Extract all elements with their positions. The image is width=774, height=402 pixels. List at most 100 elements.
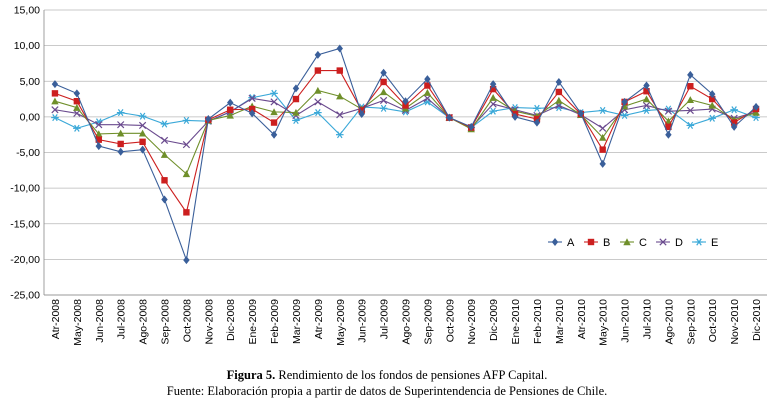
data-point-a [665,130,672,139]
data-point-c [686,96,695,103]
x-tick-label: Nov-2008 [203,299,215,345]
legend-label: D [675,237,683,249]
data-point-e [335,131,344,139]
y-tick-label: -20,00 [10,254,40,266]
data-point-a [161,195,168,204]
data-point-a [183,256,190,265]
data-point-c [598,133,607,141]
data-point-e [686,121,695,130]
data-point-c [292,108,300,116]
x-tick-label: Atr-2009 [313,299,325,339]
data-point-a [358,110,365,119]
data-point-b [380,78,387,86]
data-point-a [752,102,760,111]
x-tick-label: Jul-2010 [642,299,654,339]
data-point-a [468,122,475,131]
data-point-a [424,75,431,84]
data-point-a [489,80,497,89]
data-point-b [709,95,716,103]
legend-label: C [639,237,647,249]
x-tick-label: Ago-2008 [138,299,150,345]
data-point-b [424,82,431,89]
data-point-b [73,98,81,105]
data-point-a [402,97,409,106]
legend-swatch-marker [587,238,595,246]
y-tick-label: -25,00 [10,290,40,302]
data-point-b [248,105,256,113]
data-point-b [730,119,738,126]
data-point-c [379,88,388,96]
data-point-e [598,106,607,115]
data-point-d [248,94,256,102]
data-point-e [51,114,59,122]
legend-label: E [711,237,718,249]
x-tick-label: Jun-2009 [357,299,369,343]
data-point-c [138,129,147,137]
data-point-a [227,98,234,107]
data-point-e [642,106,651,115]
data-point-e [116,109,125,117]
data-point-a [446,113,453,122]
y-tick-label: -15,00 [10,218,40,230]
x-tick-label: Jun-2010 [620,299,632,343]
data-point-c [555,96,563,104]
data-point-d [314,98,322,106]
data-point-a [117,147,124,156]
figure-label: Figura 5. [226,368,276,382]
data-point-a [336,44,343,53]
legend-label: A [567,237,575,249]
y-tick-label: 0,00 [20,111,41,123]
x-tick-label: Dic-2010 [751,299,763,341]
data-point-b [665,123,672,131]
x-tick-label: Oct-2008 [181,299,193,342]
y-tick-label: 5,00 [20,76,41,88]
data-point-a [51,80,59,89]
x-tick-label: Nov-2010 [729,299,741,345]
data-point-d [95,121,103,129]
x-tick-label: Feb-2010 [532,299,544,344]
data-point-c [336,92,344,100]
x-tick-label: Atr-2010 [576,299,588,339]
data-point-d [138,121,147,130]
legend-item-e: E [692,237,718,249]
data-point-a [95,142,102,151]
legend-swatch-marker [623,238,631,246]
series-layer [51,44,760,265]
data-point-e [182,116,191,125]
y-tick-label: -5,00 [16,147,40,159]
data-point-c [423,88,432,96]
series-line-a [54,47,757,261]
data-point-d [664,107,673,115]
x-tick-label: Ago-2010 [663,299,675,345]
data-point-d [686,106,694,115]
data-point-a [577,109,584,118]
x-tick-label: Sep-2008 [160,299,172,345]
data-point-c [642,95,651,103]
legend-item-a: A [548,237,575,249]
data-point-d [423,94,432,102]
data-point-a [292,84,300,93]
data-point-e [73,124,81,132]
data-point-c [160,150,169,158]
data-point-b [687,83,694,90]
x-tick-label: Atr-2008 [50,299,62,339]
data-point-d [642,101,651,110]
y-tick-label: 15,00 [14,5,40,17]
data-point-d [117,121,125,129]
data-point-e [620,111,629,120]
x-tick-label: Mar-2009 [291,299,303,344]
data-point-a [139,145,146,154]
data-point-e [708,114,717,122]
data-point-b [292,95,300,103]
data-point-a [730,122,738,131]
axis-layer: 15,00 10,00 5,00 0,00 -5,00 -10,00 -15,00 -20,0… [10,5,767,346]
x-tick-label: Sep-2010 [685,299,697,345]
data-point-a [687,70,694,79]
x-tick-label: Dic-2008 [225,299,237,341]
data-point-d [599,124,607,132]
legend-item-b: B [584,237,610,249]
x-tick-label: Ago-2009 [401,299,413,345]
data-point-b [270,119,278,126]
x-tick-label: Jun-2008 [94,299,106,343]
